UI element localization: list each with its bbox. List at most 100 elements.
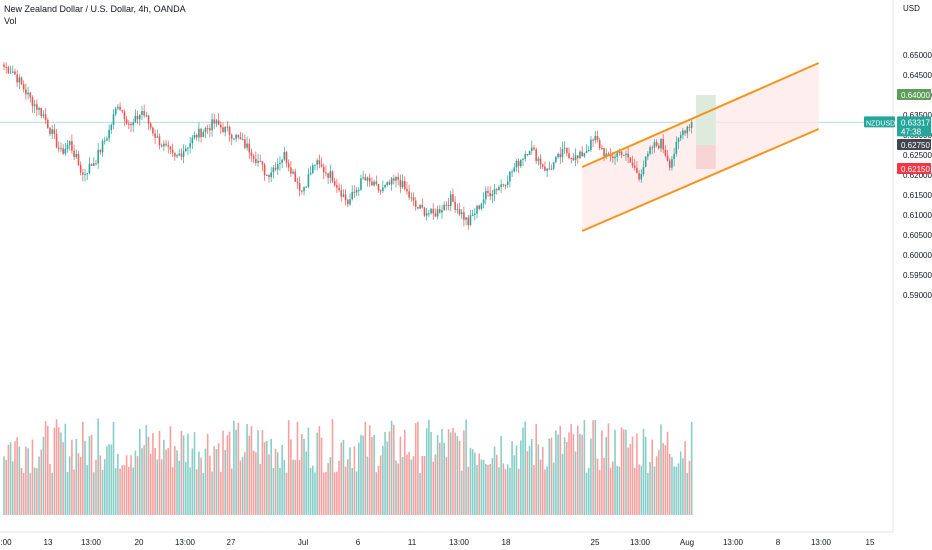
candle-body xyxy=(515,160,518,168)
candle-body xyxy=(349,199,351,205)
volume-bar xyxy=(241,456,244,515)
candle-body xyxy=(246,143,248,148)
candle-body xyxy=(476,205,478,214)
volume-bar xyxy=(309,467,312,515)
candle-body xyxy=(75,153,78,158)
volume-bar xyxy=(51,472,53,515)
candle-body xyxy=(108,129,110,139)
candle-body xyxy=(425,213,428,216)
volume-bar xyxy=(454,432,456,515)
candle-body xyxy=(449,194,452,206)
volume-bar xyxy=(62,442,64,515)
price-tick-label: 0.64500 xyxy=(903,71,932,80)
candle-body xyxy=(362,177,364,179)
candle-body xyxy=(244,139,246,148)
entry-price-tag: 0.62750 xyxy=(897,139,931,150)
volume-bar xyxy=(272,468,275,515)
volume-bar xyxy=(145,424,148,515)
volume-bar xyxy=(368,425,371,515)
volume-bar xyxy=(401,457,404,515)
volume-bar xyxy=(644,436,647,515)
candle-body xyxy=(357,189,360,191)
volume-bar xyxy=(546,466,548,515)
candle-body xyxy=(152,127,154,134)
candle-body xyxy=(469,215,472,226)
volume-bar xyxy=(655,456,658,515)
candle-body xyxy=(638,173,640,180)
candle-body xyxy=(548,168,551,170)
candle-body xyxy=(465,217,467,220)
volume-bar xyxy=(566,441,568,515)
candle-body xyxy=(421,205,424,208)
candle-body xyxy=(292,171,294,174)
candle-body xyxy=(568,153,570,158)
volume-bar xyxy=(609,467,612,515)
candle-body xyxy=(42,114,45,116)
volume-bar xyxy=(49,463,51,515)
volume-bar xyxy=(675,466,678,515)
volume-bar xyxy=(511,441,513,515)
volume-bar xyxy=(412,456,415,515)
volume-bar xyxy=(382,445,384,515)
volume-bar xyxy=(627,447,629,515)
volume-bar xyxy=(178,460,180,515)
volume-bar xyxy=(60,432,62,515)
volume-bar xyxy=(281,444,283,515)
candle-body xyxy=(458,209,461,215)
candle-body xyxy=(279,162,281,165)
candle-body xyxy=(441,210,443,213)
candle-body xyxy=(266,175,268,177)
volume-bar xyxy=(22,472,25,515)
volume-bar xyxy=(530,438,533,515)
candle-body xyxy=(436,209,439,217)
volume-bar xyxy=(14,441,16,515)
volume-bar xyxy=(42,436,45,515)
target-price-tag-bg xyxy=(897,89,931,100)
candle-body xyxy=(64,148,67,154)
candle-body xyxy=(397,177,399,180)
candle-body xyxy=(40,107,43,116)
volume-bar xyxy=(581,434,583,515)
volume-bar xyxy=(340,442,343,515)
candle-body xyxy=(539,158,542,165)
volume-bar xyxy=(163,439,165,515)
volume-bar xyxy=(193,432,196,515)
candle-body xyxy=(668,160,671,168)
volume-bar xyxy=(587,467,590,515)
candle-body xyxy=(138,114,141,120)
candle-body xyxy=(467,217,470,226)
volume-bar xyxy=(92,472,95,515)
candle-body xyxy=(625,153,627,156)
volume-bar xyxy=(156,459,159,515)
candle-body xyxy=(9,72,12,74)
volume-bar xyxy=(206,433,209,515)
channel-upper-line xyxy=(581,62,820,168)
volume-bar xyxy=(252,450,255,515)
candle-body xyxy=(500,184,502,188)
volume-bar xyxy=(263,442,266,515)
volume-bar xyxy=(53,427,56,515)
candle-body xyxy=(305,186,308,188)
chart-title: New Zealand Dollar / U.S. Dollar, 4h, OA… xyxy=(4,4,186,14)
volume-bar xyxy=(449,432,452,515)
candle-body xyxy=(520,159,522,167)
volume-bar xyxy=(509,467,511,515)
volume-bar xyxy=(97,418,99,515)
volume-bar xyxy=(384,432,386,515)
candle-body xyxy=(217,120,220,125)
volume-bar xyxy=(583,420,586,515)
candle-body xyxy=(487,190,489,193)
candle-body xyxy=(506,181,509,185)
volume-bar xyxy=(585,472,588,515)
candle-body xyxy=(27,92,29,95)
candle-body xyxy=(14,71,16,75)
volume-bar xyxy=(403,429,406,515)
symbol-tag: NZDUSD xyxy=(866,120,895,127)
candle-body xyxy=(430,208,432,214)
candle-body xyxy=(125,119,128,124)
volume-bar xyxy=(458,440,461,515)
candle-body xyxy=(618,151,621,154)
volume-bar xyxy=(533,465,535,515)
volume-bar xyxy=(5,459,7,515)
